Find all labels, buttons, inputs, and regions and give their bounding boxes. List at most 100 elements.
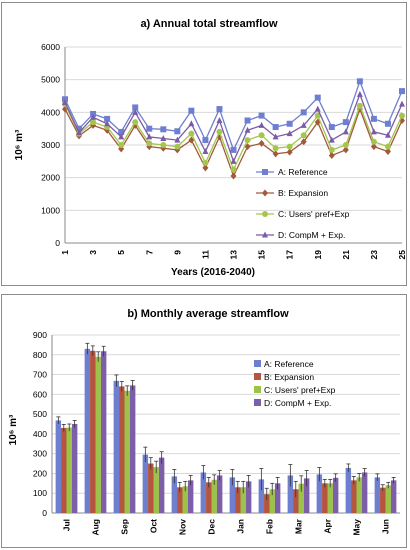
- bar: [269, 489, 275, 513]
- x-tick-label: Mar: [294, 518, 304, 534]
- bar: [200, 472, 207, 513]
- x-tick-label: Aug: [91, 519, 101, 536]
- x-tick-label: 11: [200, 250, 210, 259]
- data-point: [356, 90, 363, 97]
- x-tick-label: Dec: [207, 519, 217, 535]
- data-point: [230, 172, 237, 180]
- x-tick-label: 25: [397, 250, 407, 260]
- data-point: [230, 166, 237, 173]
- bar: [55, 420, 62, 513]
- x-tick-label: 7: [144, 250, 154, 255]
- x-tick-label: 5: [116, 250, 126, 255]
- data-point: [342, 128, 349, 135]
- data-point: [272, 133, 279, 140]
- chart-title: b) Monthly average streamflow: [127, 308, 289, 320]
- x-tick-label: 3: [88, 250, 98, 255]
- x-tick-label: Jan: [236, 519, 246, 534]
- legend-swatch: [254, 399, 261, 406]
- data-point: [160, 126, 167, 133]
- y-tick-label: 0: [42, 508, 47, 518]
- data-point: [132, 119, 139, 126]
- legend-label: B: Expansion: [264, 372, 314, 382]
- bar: [322, 483, 328, 513]
- x-tick-label: 19: [313, 250, 323, 260]
- bar: [177, 487, 183, 513]
- data-point: [258, 132, 265, 139]
- bar: [142, 454, 149, 513]
- data-point: [399, 112, 405, 119]
- data-point: [342, 142, 349, 148]
- data-point: [384, 120, 391, 127]
- legend-swatch: [254, 360, 261, 367]
- data-point: [328, 124, 335, 131]
- x-tick-label: Feb: [265, 519, 275, 534]
- bar: [158, 457, 165, 513]
- data-point: [258, 112, 265, 119]
- x-tick-label: 23: [369, 250, 379, 260]
- bar: [287, 475, 294, 513]
- x-tick-label: Sep: [120, 519, 130, 535]
- data-point: [202, 159, 209, 166]
- bar: [264, 494, 270, 513]
- y-tick-label: 700: [33, 370, 47, 380]
- bar: [148, 463, 154, 513]
- y-tick-label: 500: [33, 409, 47, 419]
- data-point: [188, 120, 195, 127]
- data-point: [146, 140, 153, 147]
- data-point: [244, 143, 251, 151]
- legend-label: B: Expansion: [278, 188, 328, 198]
- bar: [153, 467, 159, 513]
- data-point: [286, 120, 293, 127]
- bar: [298, 483, 304, 513]
- series-line: [64, 107, 403, 178]
- y-tick-label: 0: [55, 238, 60, 248]
- legend-marker: [262, 169, 268, 175]
- data-point: [300, 138, 307, 146]
- data-point: [90, 119, 97, 126]
- data-point: [272, 150, 279, 158]
- legend-label: C: Users' pref+Exp: [264, 385, 336, 395]
- annual-streamflow-panel: a) Annual total streamflow Years (2016-2…: [1, 2, 407, 286]
- y-tick-label: 900: [33, 330, 47, 340]
- data-point: [202, 148, 209, 155]
- legend-label: D: CompM + Exp.: [278, 230, 345, 240]
- bar: [390, 480, 397, 513]
- data-point: [146, 125, 153, 132]
- data-point: [90, 113, 97, 120]
- x-tick-label: 15: [257, 250, 267, 260]
- data-point: [132, 108, 139, 115]
- data-point: [328, 136, 335, 143]
- data-point: [160, 134, 167, 141]
- y-tick-label: 200: [33, 468, 47, 478]
- bar: [345, 467, 352, 513]
- bar: [211, 479, 217, 513]
- legend-marker: [262, 189, 268, 197]
- legend-label: A: Reference: [264, 359, 314, 369]
- bar: [245, 481, 252, 513]
- legend-swatch: [254, 386, 261, 393]
- legend-label: D: CompM + Exp.: [264, 398, 331, 408]
- data-point: [272, 124, 279, 131]
- data-point: [399, 88, 405, 95]
- bar: [327, 483, 333, 513]
- data-point: [384, 143, 391, 150]
- data-point: [76, 125, 83, 132]
- bar: [182, 486, 188, 513]
- data-point: [104, 120, 111, 127]
- x-axis-title: Years (2016-2040): [171, 267, 255, 278]
- bar: [235, 487, 241, 513]
- data-point: [399, 100, 405, 107]
- bar: [84, 348, 91, 513]
- x-tick-label: 9: [172, 250, 182, 255]
- y-tick-label: 400: [33, 429, 47, 439]
- bar: [380, 487, 386, 513]
- bar: [274, 483, 281, 513]
- data-point: [188, 130, 195, 137]
- data-point: [188, 107, 195, 114]
- data-point: [370, 138, 377, 145]
- y-axis-title: 10⁶ m³: [8, 414, 19, 445]
- bar: [206, 482, 212, 513]
- annual-streamflow-chart: a) Annual total streamflow Years (2016-2…: [14, 18, 407, 278]
- data-point: [118, 133, 125, 140]
- data-point: [384, 131, 391, 138]
